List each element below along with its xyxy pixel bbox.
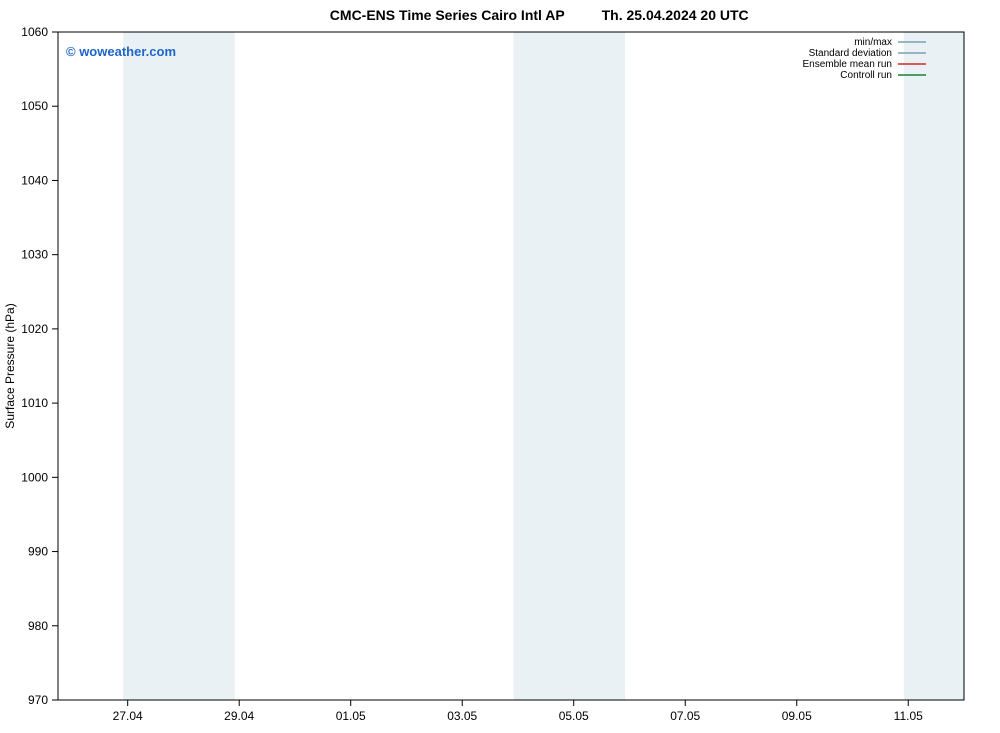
- y-tick-label: 1010: [21, 396, 48, 410]
- x-tick-label: 01.05: [336, 709, 366, 723]
- y-tick-label: 1060: [21, 25, 48, 39]
- y-tick-label: 980: [28, 619, 48, 633]
- y-tick-label: 990: [28, 545, 48, 559]
- y-tick-label: 1000: [21, 470, 48, 484]
- y-tick-label: 1040: [21, 173, 48, 187]
- y-tick-label: 970: [28, 693, 48, 707]
- x-tick-label: 07.05: [670, 709, 700, 723]
- x-tick-label: 29.04: [224, 709, 254, 723]
- watermark: © woweather.com: [66, 44, 176, 59]
- chart-svg: 970 980 990 1000 1010 1020 1030 1040 1050 1060 27.…: [0, 0, 1000, 733]
- legend-label: Standard deviation: [809, 48, 892, 59]
- y-axis-label: Surface Pressure (hPa): [3, 303, 17, 428]
- x-tick-label: 09.05: [782, 709, 812, 723]
- chart-title-right: Th. 25.04.2024 20 UTC: [602, 7, 749, 23]
- pressure-chart: 970 980 990 1000 1010 1020 1030 1040 1050 1060 27.…: [0, 0, 1000, 733]
- x-tick-label: 05.05: [559, 709, 589, 723]
- x-tick-label: 11.05: [894, 709, 923, 723]
- y-tick-label: 1020: [21, 322, 48, 336]
- x-tick-label: 03.05: [447, 709, 477, 723]
- legend-label: Controll run: [840, 70, 892, 81]
- legend-label: Ensemble mean run: [803, 59, 893, 70]
- x-tick-label: 27.04: [113, 709, 143, 723]
- chart-title-left: CMC-ENS Time Series Cairo Intl AP: [330, 7, 565, 23]
- y-tick-label: 1030: [21, 248, 48, 262]
- legend-label: min/max: [854, 37, 892, 48]
- y-tick-label: 1050: [21, 99, 48, 113]
